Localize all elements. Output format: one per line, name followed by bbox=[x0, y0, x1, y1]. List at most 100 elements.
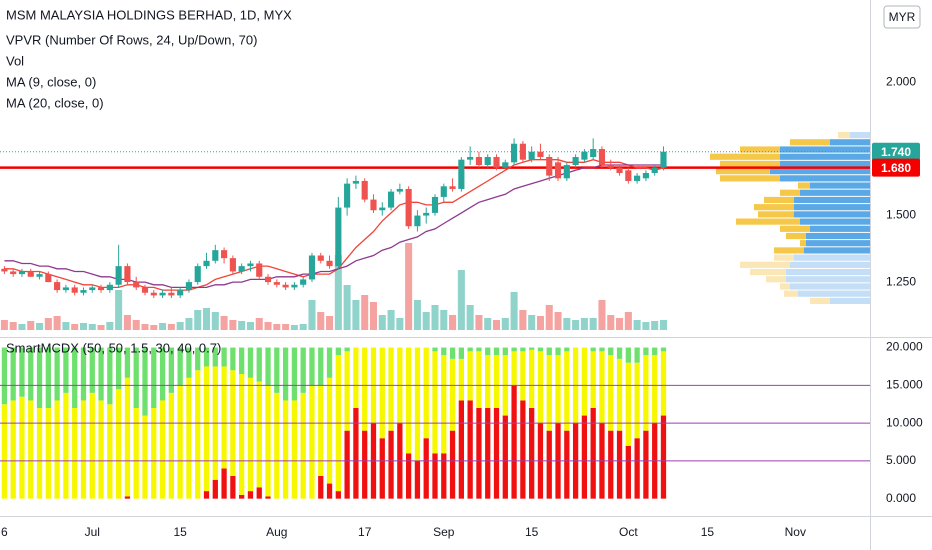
volume-bar bbox=[220, 316, 228, 330]
candle-body bbox=[168, 292, 175, 296]
mcdx-bar bbox=[54, 400, 60, 499]
candle-body bbox=[361, 180, 368, 200]
volume-bar bbox=[0, 320, 8, 330]
candle-body bbox=[458, 159, 465, 189]
volume-bar bbox=[607, 315, 615, 330]
volume-bar bbox=[457, 270, 465, 330]
mcdx-bar bbox=[28, 400, 34, 499]
mcdx-bar bbox=[441, 347, 447, 356]
mcdx-bar bbox=[511, 347, 517, 352]
volume-bar bbox=[545, 305, 553, 330]
volume-bar bbox=[616, 318, 624, 330]
price-badge-label: 1.680 bbox=[881, 161, 911, 175]
mcdx-bar bbox=[388, 347, 394, 431]
volume-bar bbox=[405, 243, 413, 330]
vpvr-down bbox=[774, 254, 794, 261]
mcdx-bar bbox=[36, 408, 43, 499]
currency-badge bbox=[883, 5, 921, 29]
vpvr-up bbox=[800, 218, 870, 225]
candle-body bbox=[598, 149, 606, 165]
candle-body bbox=[97, 287, 105, 291]
legend-ma: MA (9, close, 0) bbox=[6, 74, 96, 89]
mcdx-bar bbox=[239, 494, 245, 499]
candle-body bbox=[124, 266, 131, 283]
mcdx-bar bbox=[590, 351, 596, 408]
volume-bar bbox=[9, 322, 17, 330]
mcdx-bar bbox=[362, 430, 368, 499]
vpvr-down bbox=[774, 247, 804, 254]
mcdx-bar bbox=[485, 355, 491, 408]
mcdx-bar bbox=[608, 347, 614, 356]
volume-bar bbox=[493, 320, 501, 330]
mcdx-bar bbox=[564, 351, 570, 431]
volume-bar bbox=[563, 318, 571, 330]
mcdx-bar bbox=[608, 430, 614, 499]
mcdx-bar bbox=[124, 377, 131, 497]
candle-body bbox=[185, 282, 193, 291]
candle-body bbox=[467, 157, 474, 160]
volume-bar bbox=[71, 324, 79, 330]
candle-body bbox=[335, 207, 342, 267]
mcdx-bar bbox=[529, 347, 535, 350]
vpvr-down bbox=[790, 139, 830, 146]
candle-body bbox=[581, 151, 588, 160]
vpvr-down bbox=[798, 182, 810, 189]
vpvr-up bbox=[786, 268, 870, 276]
mcdx-bar bbox=[230, 476, 236, 499]
x-tick-label: Sep bbox=[433, 525, 455, 539]
volume-bar bbox=[282, 324, 290, 330]
mcdx-bar bbox=[256, 347, 262, 382]
mcdx-bar bbox=[581, 347, 588, 416]
mcdx-bar bbox=[625, 347, 631, 363]
x-tick-label: 17 bbox=[358, 525, 372, 539]
mcdx-bar bbox=[89, 347, 95, 393]
candle-body bbox=[317, 255, 324, 261]
vpvr-down bbox=[736, 218, 800, 225]
volume-bar bbox=[580, 318, 588, 330]
x-tick-label: 6 bbox=[1, 525, 8, 539]
y-tick-label: 2.000 bbox=[886, 75, 916, 89]
mcdx-bar bbox=[116, 389, 122, 499]
candle-body bbox=[651, 167, 658, 173]
mcdx-bar bbox=[529, 408, 535, 499]
vpvr-down bbox=[764, 196, 794, 204]
volume-bar bbox=[510, 292, 518, 330]
candle-body bbox=[282, 284, 289, 288]
volume-bar bbox=[36, 323, 44, 330]
mcdx-bar bbox=[449, 347, 456, 359]
volume-bar bbox=[326, 316, 334, 330]
candle-body bbox=[291, 284, 298, 288]
volume-bar bbox=[246, 322, 254, 330]
mcdx-bar bbox=[537, 351, 544, 424]
price-badge bbox=[872, 158, 920, 177]
vpvr-down bbox=[716, 168, 770, 175]
mcdx-bar bbox=[19, 347, 25, 397]
vpvr-up bbox=[780, 175, 870, 182]
x-tick-label: Nov bbox=[785, 525, 806, 539]
mcdx-bar bbox=[529, 349, 535, 408]
vpvr-up bbox=[794, 204, 870, 211]
mcdx-bar bbox=[388, 430, 394, 499]
mcdx-bar bbox=[133, 408, 139, 499]
mcdx-bar bbox=[265, 347, 271, 386]
mcdx-bar bbox=[186, 347, 192, 378]
mcdx-bar bbox=[318, 385, 324, 476]
candle-body bbox=[36, 274, 43, 277]
volume-bar bbox=[203, 308, 211, 330]
mcdx-bar bbox=[432, 453, 438, 499]
volume-bar bbox=[97, 325, 105, 330]
x-tick-label: 15 bbox=[701, 525, 715, 539]
volume-bar bbox=[431, 305, 439, 330]
chart-title: MSM MALAYSIA HOLDINGS BERHAD, 1D, MYX bbox=[6, 7, 292, 22]
vpvr-down bbox=[780, 189, 800, 196]
mcdx-bar bbox=[660, 351, 667, 416]
candle-body bbox=[572, 157, 579, 165]
mcdx-bar bbox=[221, 347, 227, 367]
marks-layer bbox=[0, 132, 920, 499]
mcdx-bar bbox=[520, 351, 526, 401]
mcdx-bar bbox=[203, 491, 210, 499]
mcdx-bar bbox=[186, 377, 192, 499]
candle-body bbox=[563, 165, 570, 179]
candle-body bbox=[264, 276, 272, 283]
